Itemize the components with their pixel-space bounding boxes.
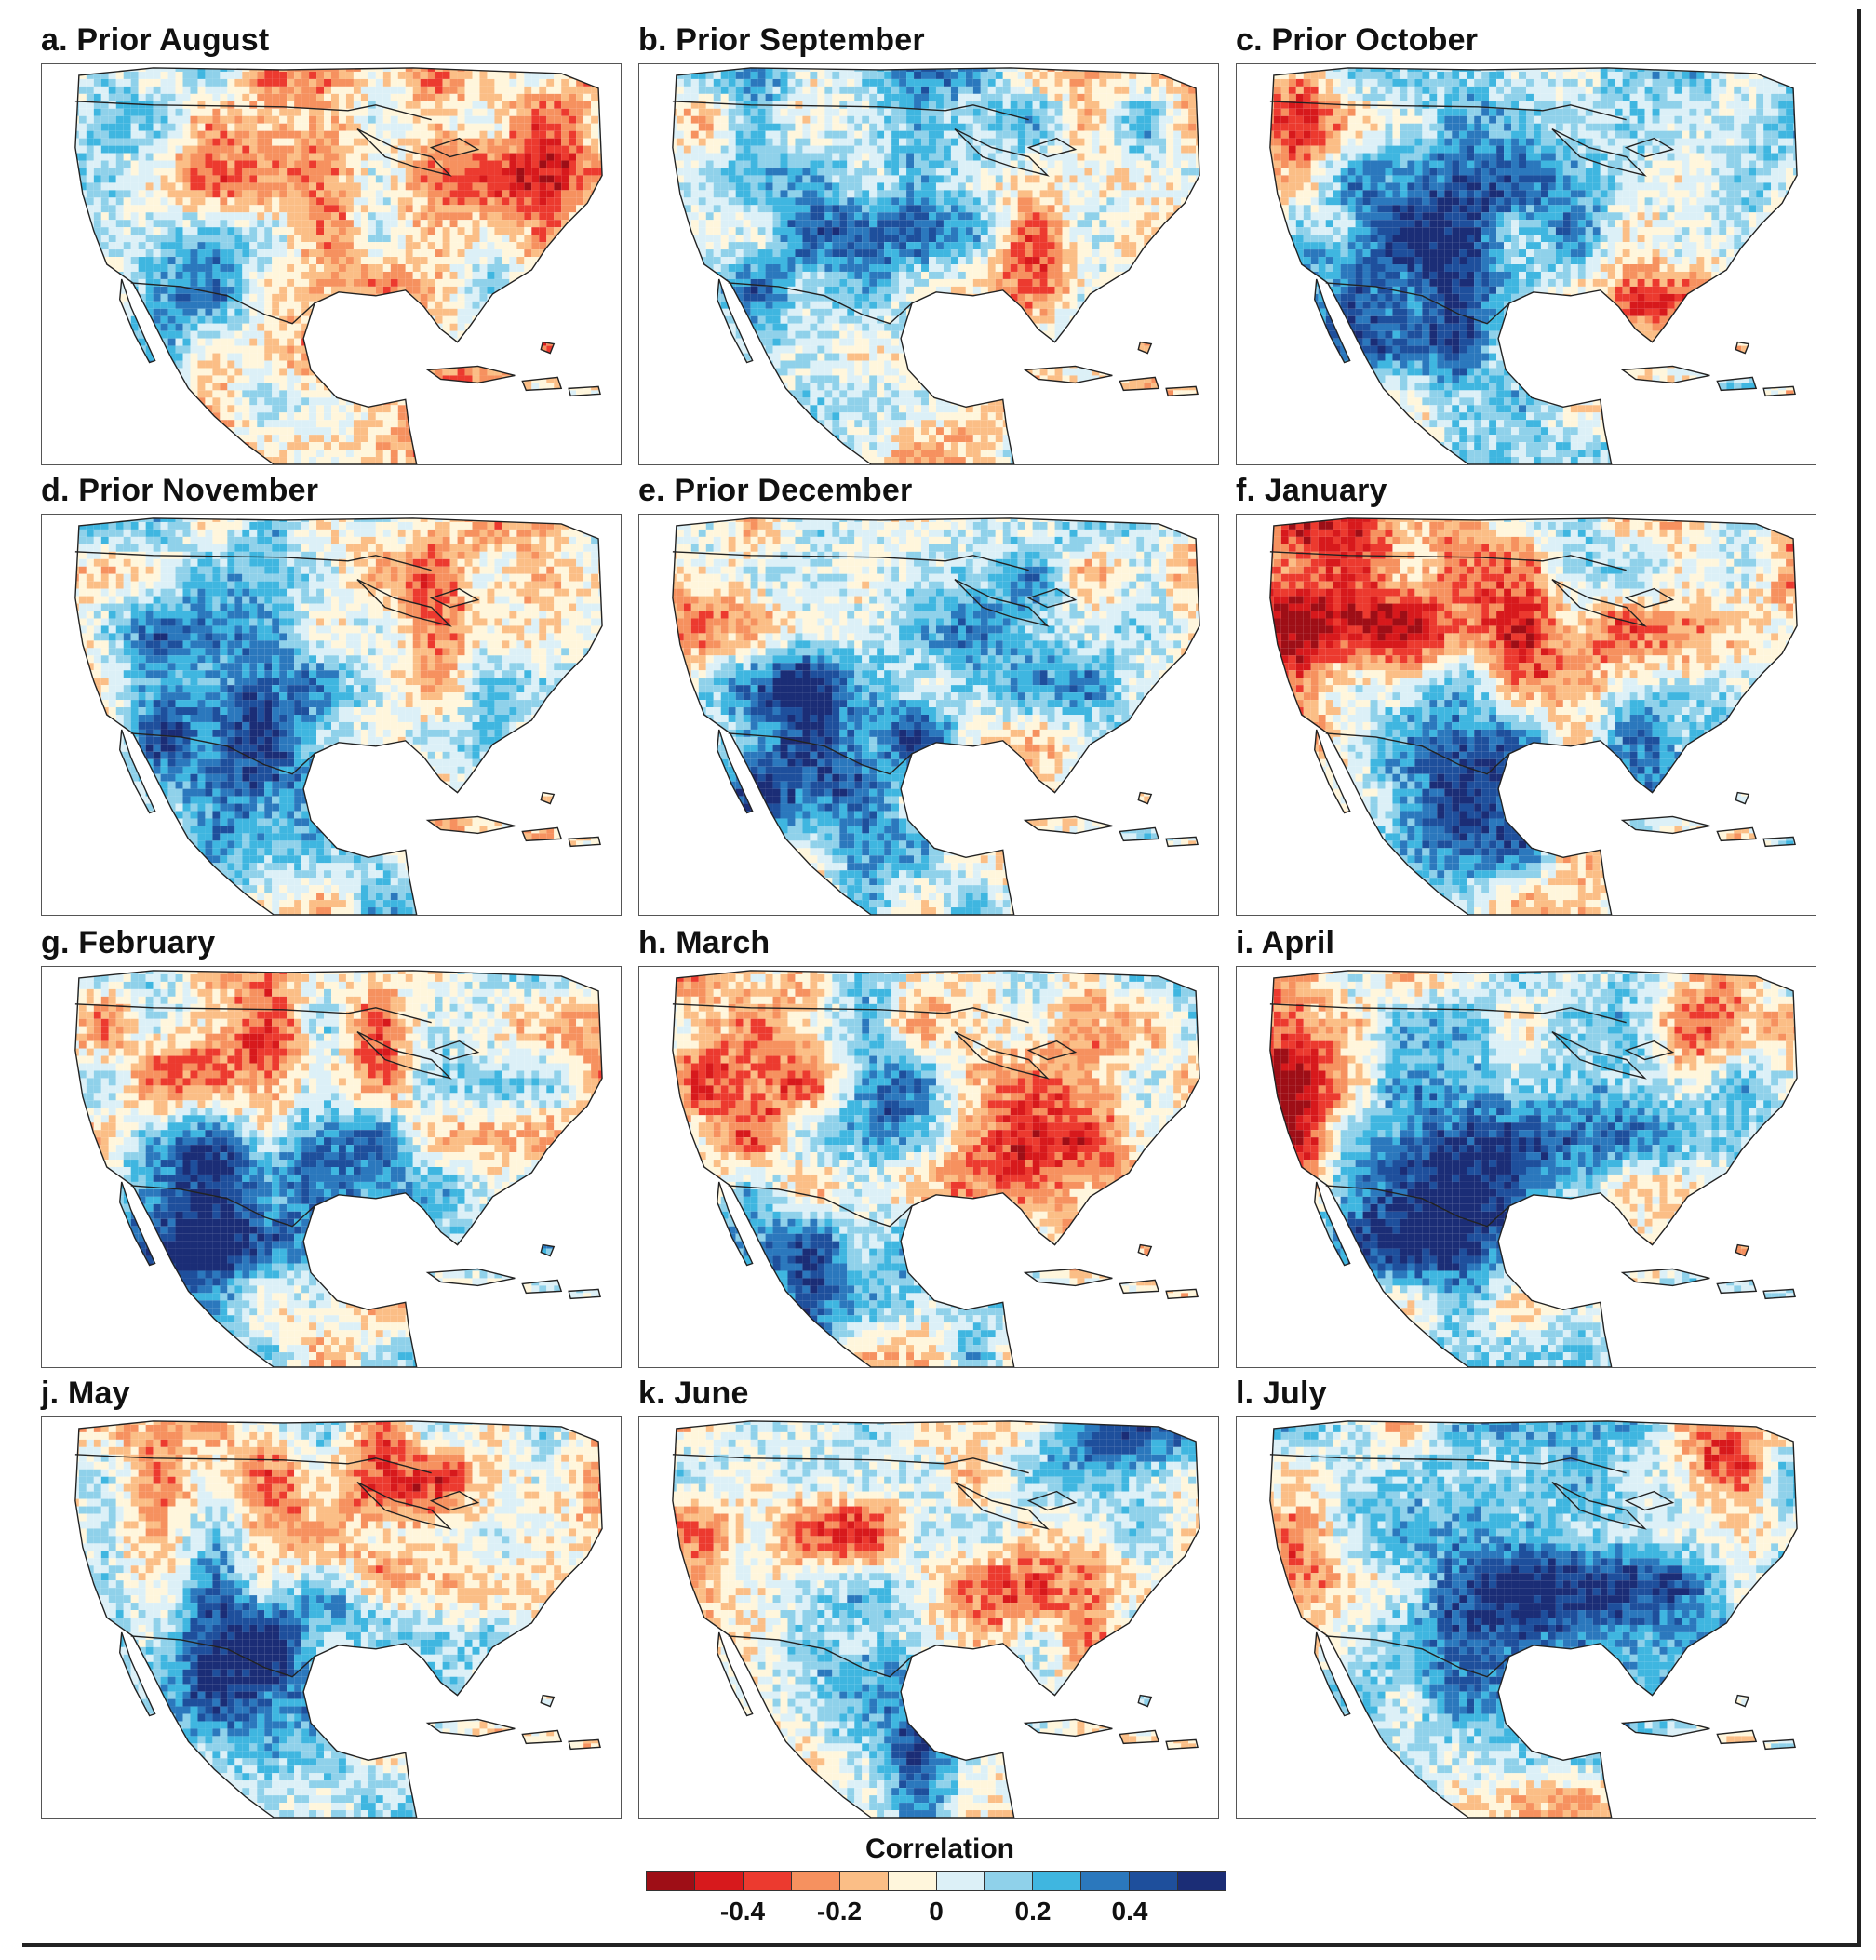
correlation-map (41, 63, 622, 465)
panel-title: b. Prior September (638, 22, 925, 59)
map-svg (672, 970, 1200, 1367)
coastline-outline (672, 1420, 1200, 1818)
colorbar-swatch (647, 1872, 695, 1890)
coastline-outline (1269, 970, 1798, 1367)
correlation-map (638, 1416, 1219, 1819)
coastline-outline (74, 1420, 603, 1818)
colorbar-title: Correlation (642, 1833, 1238, 1865)
colorbar (646, 1871, 1226, 1891)
correlation-map (1236, 1416, 1816, 1819)
map-svg (672, 517, 1200, 915)
panel-title: g. February (41, 925, 215, 961)
map-svg (74, 517, 603, 915)
panel-title: d. Prior November (41, 473, 318, 509)
panel-title: j. May (41, 1376, 130, 1412)
colorbar-swatch (1130, 1872, 1179, 1890)
map-panel: l. July (1236, 1376, 1831, 1822)
correlation-field (672, 1420, 1200, 1818)
map-panel: c. Prior October (1236, 22, 1831, 469)
figure-frame (22, 9, 1861, 1947)
colorbar-swatch (888, 1872, 937, 1890)
map-panel: f. January (1236, 473, 1831, 920)
panel-title: k. June (638, 1376, 749, 1412)
map-panel: k. June (638, 1376, 1234, 1822)
coastline-outline (74, 517, 603, 915)
colorbar-tick-label: -0.2 (817, 1897, 862, 1926)
colorbar-swatch (1178, 1872, 1226, 1890)
coastline-outline (672, 517, 1200, 915)
panel-title: c. Prior October (1236, 22, 1478, 59)
correlation-field (672, 517, 1200, 915)
coastline-outline (672, 970, 1200, 1367)
panel-title: f. January (1236, 473, 1387, 509)
map-svg (1269, 67, 1798, 464)
map-panel: d. Prior November (41, 473, 636, 920)
map-svg (74, 1420, 603, 1818)
colorbar-tick-label: 0.4 (1112, 1897, 1148, 1926)
map-svg (74, 67, 603, 464)
colorbar-swatch (1033, 1872, 1082, 1890)
map-panel: b. Prior September (638, 22, 1234, 469)
correlation-map (41, 966, 622, 1368)
panel-title: i. April (1236, 925, 1334, 961)
correlation-field (1269, 970, 1798, 1367)
map-panel: h. March (638, 925, 1234, 1372)
map-panel: j. May (41, 1376, 636, 1822)
coastline-outline (74, 67, 603, 464)
coastline-outline (1269, 517, 1798, 915)
correlation-map (1236, 514, 1816, 916)
map-svg (1269, 970, 1798, 1367)
colorbar-swatch (694, 1872, 744, 1890)
map-svg (672, 67, 1200, 464)
map-svg (1269, 517, 1798, 915)
map-svg (672, 1420, 1200, 1818)
map-panel: g. February (41, 925, 636, 1372)
colorbar-swatch (1081, 1872, 1131, 1890)
panel-title: a. Prior August (41, 22, 269, 59)
correlation-field (74, 67, 603, 464)
correlation-field (1269, 517, 1798, 915)
correlation-map (638, 63, 1219, 465)
correlation-field (672, 67, 1200, 464)
coastline-outline (1269, 67, 1798, 464)
colorbar-swatch (743, 1872, 792, 1890)
colorbar-legend: Correlation -0.4 -0.2 0 0.2 0.4 (642, 1833, 1238, 1945)
colorbar-swatch (791, 1872, 840, 1890)
colorbar-tick-label: 0 (929, 1897, 944, 1926)
correlation-map (1236, 63, 1816, 465)
colorbar-swatch (839, 1872, 889, 1890)
correlation-map (638, 966, 1219, 1368)
coastline-outline (672, 67, 1200, 464)
map-svg (74, 970, 603, 1367)
correlation-field (1269, 1420, 1798, 1818)
correlation-map (41, 1416, 622, 1819)
panel-title: l. July (1236, 1376, 1327, 1412)
correlation-map (638, 514, 1219, 916)
coastline-outline (1269, 1420, 1798, 1818)
coastline-outline (74, 970, 603, 1367)
panel-title: h. March (638, 925, 770, 961)
correlation-field (74, 1420, 603, 1818)
correlation-field (672, 970, 1200, 1367)
correlation-field (1269, 67, 1798, 464)
colorbar-swatch (936, 1872, 985, 1890)
colorbar-tick-label: -0.4 (720, 1897, 765, 1926)
colorbar-swatch (985, 1872, 1034, 1890)
correlation-field (74, 517, 603, 915)
map-panel: i. April (1236, 925, 1831, 1372)
panel-title: e. Prior December (638, 473, 912, 509)
map-panel: a. Prior August (41, 22, 636, 469)
correlation-map (1236, 966, 1816, 1368)
map-svg (1269, 1420, 1798, 1818)
correlation-field (74, 970, 603, 1367)
correlation-map (41, 514, 622, 916)
colorbar-tick-label: 0.2 (1015, 1897, 1052, 1926)
map-panel: e. Prior December (638, 473, 1234, 920)
